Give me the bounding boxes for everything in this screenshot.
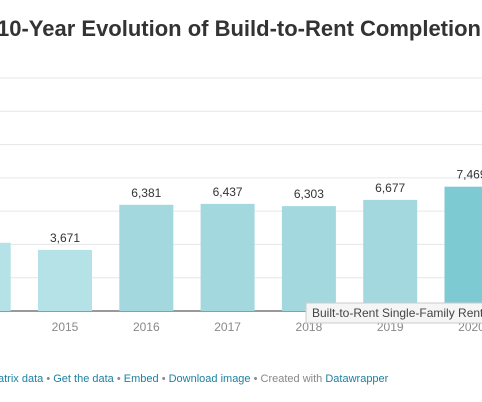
x-tick-label: 2017 — [214, 320, 241, 334]
value-label: 6,677 — [375, 181, 405, 195]
bar — [0, 242, 11, 311]
bar — [119, 204, 174, 311]
chart-title: 10-Year Evolution of Build-to-Rent Compl… — [0, 16, 481, 41]
value-label: 7,469 — [456, 168, 482, 182]
credit: Created with — [261, 373, 323, 385]
value-label: 6,381 — [131, 186, 161, 200]
tooltip: Built-to-Rent Single-Family Rental — [305, 302, 482, 324]
separator: • — [162, 373, 166, 385]
value-label: 6,437 — [213, 185, 243, 199]
x-tick-label: 2016 — [133, 320, 160, 334]
bar — [363, 199, 418, 311]
footer-link[interactable]: atrix data — [0, 373, 44, 385]
value-label: 6,303 — [294, 187, 324, 201]
tooltip-text: Built-to-Rent Single-Family Rental — [312, 306, 482, 320]
footer-link[interactable]: Embed — [124, 373, 159, 385]
separator: • — [254, 373, 258, 385]
bar — [38, 249, 92, 311]
bar — [200, 203, 255, 311]
bar — [444, 186, 482, 311]
bar — [281, 206, 336, 311]
tooltip-box — [305, 302, 482, 324]
credit-link[interactable]: Datawrapper — [325, 373, 388, 385]
x-tick-label: 2015 — [52, 320, 79, 334]
footer-link[interactable]: Download image — [169, 373, 251, 385]
footer-link[interactable]: Get the data — [53, 373, 114, 385]
value-label: 3,671 — [50, 231, 80, 245]
footer: atrix data • Get the data • Embed • Down… — [0, 373, 389, 385]
separator: • — [46, 373, 50, 385]
separator: • — [117, 373, 121, 385]
